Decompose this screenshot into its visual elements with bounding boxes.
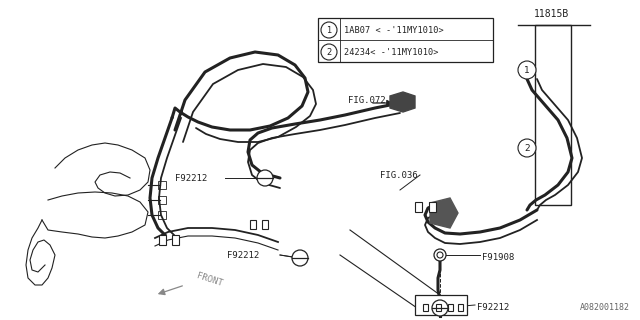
Bar xyxy=(448,304,453,311)
Circle shape xyxy=(518,139,536,157)
Bar xyxy=(159,235,166,245)
Bar xyxy=(415,295,467,315)
Circle shape xyxy=(321,22,337,38)
Text: F92212: F92212 xyxy=(227,251,259,260)
Bar xyxy=(318,18,493,62)
Bar xyxy=(158,211,166,219)
Bar xyxy=(158,196,166,204)
Text: FRONT: FRONT xyxy=(195,272,223,288)
Bar xyxy=(429,202,436,212)
Circle shape xyxy=(257,170,273,186)
Text: 1AB07 < -'11MY1010>: 1AB07 < -'11MY1010> xyxy=(344,26,444,35)
Text: 2: 2 xyxy=(524,143,530,153)
Circle shape xyxy=(432,300,448,316)
Text: FIG.072: FIG.072 xyxy=(348,95,386,105)
Bar xyxy=(458,304,463,311)
Polygon shape xyxy=(430,198,458,228)
Text: FIG.036: FIG.036 xyxy=(380,171,418,180)
Text: 24234< -'11MY1010>: 24234< -'11MY1010> xyxy=(344,47,438,57)
Circle shape xyxy=(321,44,337,60)
Bar xyxy=(158,181,166,189)
Bar xyxy=(423,304,428,311)
Text: A082001182: A082001182 xyxy=(580,303,630,312)
Text: F92212: F92212 xyxy=(175,173,207,182)
Text: 2: 2 xyxy=(326,47,332,57)
Bar xyxy=(415,202,422,212)
Bar xyxy=(436,304,441,311)
Circle shape xyxy=(437,252,443,258)
Text: F92212: F92212 xyxy=(477,303,509,313)
Bar xyxy=(172,235,179,245)
Circle shape xyxy=(518,61,536,79)
Bar xyxy=(250,220,256,229)
Polygon shape xyxy=(390,92,415,112)
Bar xyxy=(535,25,571,205)
Circle shape xyxy=(292,250,308,266)
Text: 11815B: 11815B xyxy=(533,9,568,19)
Text: F91908: F91908 xyxy=(482,253,515,262)
Text: 1: 1 xyxy=(524,66,530,75)
Text: 1: 1 xyxy=(326,26,332,35)
Bar xyxy=(262,220,268,229)
Circle shape xyxy=(434,249,446,261)
